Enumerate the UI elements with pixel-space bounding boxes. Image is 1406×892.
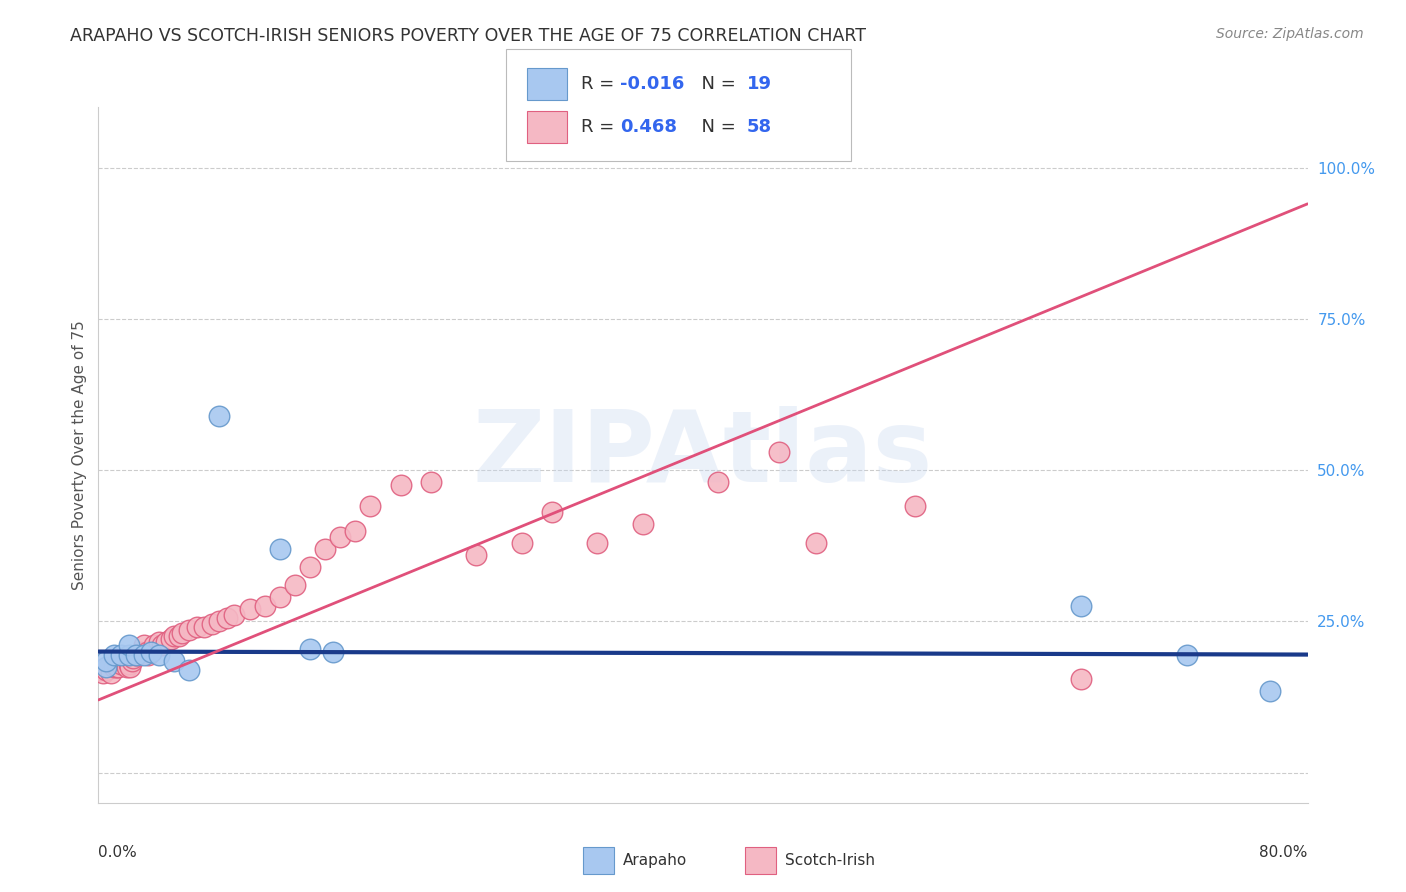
Point (631, 517, 654, 532)
Point (419, 475, 441, 490)
Text: ARAPAHO VS SCOTCH-IRISH SENIORS POVERTY OVER THE AGE OF 75 CORRELATION CHART: ARAPAHO VS SCOTCH-IRISH SENIORS POVERTY … (70, 27, 866, 45)
Point (94, 659, 117, 673)
Point (125, 648, 148, 662)
Y-axis label: Seniors Poverty Over the Age of 75: Seniors Poverty Over the Age of 75 (72, 320, 87, 590)
Point (208, 615, 231, 629)
Point (105, 659, 128, 673)
Text: Arapaho: Arapaho (623, 854, 688, 868)
Point (163, 629, 186, 643)
Point (707, 475, 730, 490)
Point (1070, 672, 1092, 686)
Point (148, 648, 170, 662)
Text: 0.0%: 0.0% (98, 845, 138, 860)
Point (1258, 684, 1281, 698)
Point (586, 535, 609, 549)
Point (269, 541, 291, 556)
Point (215, 611, 238, 625)
Text: R =: R = (581, 75, 620, 94)
Point (87, 663, 110, 677)
Point (132, 639, 155, 653)
Point (510, 535, 533, 549)
Point (314, 541, 336, 556)
Point (329, 530, 352, 544)
Point (160, 632, 183, 647)
Point (1070, 599, 1092, 614)
Point (107, 659, 129, 673)
Text: R =: R = (581, 119, 620, 136)
Point (118, 657, 141, 671)
Point (163, 654, 186, 668)
Point (155, 635, 177, 649)
Text: 58: 58 (747, 119, 772, 136)
Point (94, 663, 117, 677)
Text: 80.0%: 80.0% (1260, 845, 1308, 860)
Point (208, 409, 231, 423)
Point (1175, 648, 1198, 662)
Point (904, 500, 927, 514)
Point (125, 648, 148, 662)
Point (224, 608, 246, 623)
Text: 19: 19 (747, 75, 772, 94)
Point (170, 626, 193, 640)
Point (322, 644, 344, 658)
Point (110, 648, 132, 662)
Point (141, 644, 163, 658)
Point (768, 445, 790, 459)
Point (284, 578, 307, 592)
Point (136, 648, 159, 662)
Point (299, 559, 322, 574)
Point (111, 654, 134, 668)
Point (120, 659, 142, 673)
Point (129, 644, 152, 658)
Point (253, 599, 276, 614)
Point (344, 524, 367, 538)
Point (150, 639, 173, 653)
Point (118, 648, 141, 662)
Text: N =: N = (690, 75, 742, 94)
Point (193, 620, 215, 634)
Point (91, 665, 114, 680)
Point (121, 654, 143, 668)
Point (465, 548, 488, 562)
Point (114, 654, 136, 668)
Point (806, 535, 828, 549)
Point (389, 478, 412, 492)
Point (148, 635, 170, 649)
Point (299, 641, 322, 656)
Point (177, 624, 201, 638)
Point (360, 500, 382, 514)
Point (269, 590, 291, 604)
Text: Source: ZipAtlas.com: Source: ZipAtlas.com (1216, 27, 1364, 41)
Point (143, 639, 166, 653)
Point (167, 629, 190, 643)
Point (110, 657, 132, 671)
Point (100, 665, 122, 680)
Text: 0.468: 0.468 (620, 119, 678, 136)
Text: N =: N = (690, 119, 742, 136)
Point (239, 602, 262, 616)
Text: Scotch-Irish: Scotch-Irish (785, 854, 875, 868)
Point (94, 654, 117, 668)
Point (132, 648, 155, 662)
Text: -0.016: -0.016 (620, 75, 685, 94)
Point (122, 650, 145, 665)
Point (127, 648, 149, 662)
Point (135, 644, 157, 658)
Text: ZIPAtlas: ZIPAtlas (472, 407, 934, 503)
Point (103, 648, 125, 662)
Point (115, 659, 138, 673)
Point (103, 659, 125, 673)
Point (141, 644, 163, 658)
Point (540, 505, 562, 519)
Point (118, 639, 141, 653)
Point (186, 620, 208, 634)
Point (201, 617, 224, 632)
Point (177, 663, 201, 677)
